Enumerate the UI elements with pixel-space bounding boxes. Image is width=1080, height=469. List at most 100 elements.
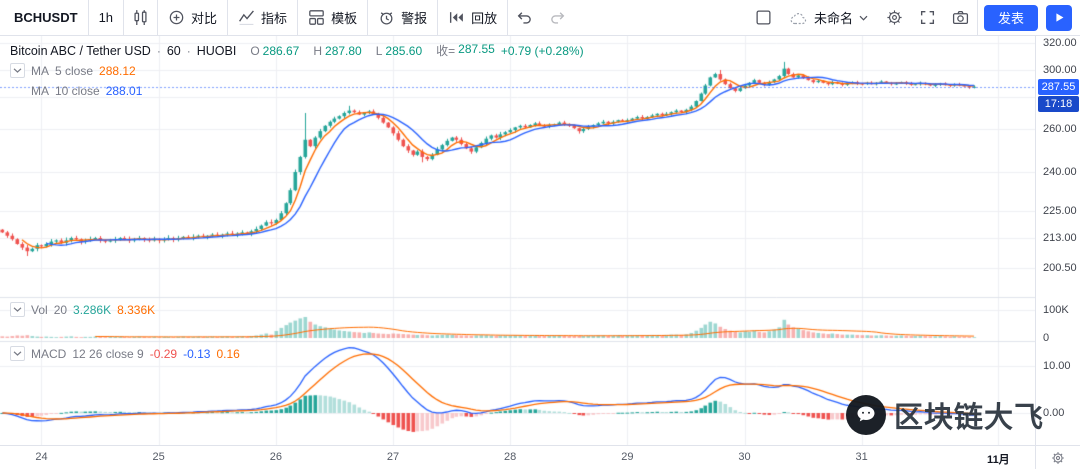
- chart-canvas[interactable]: [0, 36, 1035, 445]
- low-value: 285.60: [385, 43, 423, 58]
- toolbar-separator: [976, 0, 978, 36]
- axis-label: 300.00: [1043, 64, 1077, 76]
- publish-button[interactable]: 发表: [983, 4, 1038, 31]
- separator-dot: ·: [156, 43, 161, 58]
- channel-watermark: 区块链大飞: [846, 394, 1044, 436]
- axis-label: 0: [1043, 332, 1050, 344]
- layout-name-button[interactable]: 未命名: [780, 0, 878, 36]
- watermark-text: 区块链大飞: [894, 402, 1045, 434]
- layout-button[interactable]: [747, 0, 780, 36]
- fullscreen-button[interactable]: [911, 0, 944, 36]
- macd-line-value: -0.13: [183, 346, 211, 361]
- countdown-badge: 17:18: [1038, 95, 1079, 112]
- ohlc-low: L 285.60: [376, 44, 422, 58]
- macd-pane-legend: MACD 12 26 close 9 -0.29 -0.13 0.16: [10, 345, 240, 362]
- snapshot-button[interactable]: [944, 0, 977, 36]
- macd-params: 12 26 close 9: [72, 346, 144, 361]
- toolbar-right-group: 未命名: [747, 0, 1076, 36]
- vol-ma-value: 8.336K: [117, 302, 156, 317]
- interval-label: 1h: [98, 10, 114, 25]
- toolbar-separator: [123, 0, 125, 35]
- axis-label: 240.00: [1043, 166, 1077, 178]
- indicators-label: 指标: [261, 11, 288, 26]
- templates-button[interactable]: 模板: [298, 0, 367, 36]
- ohlc-close: 收= 287.55: [436, 42, 495, 59]
- compare-button[interactable]: 对比: [158, 0, 227, 36]
- time-axis-label: 30: [738, 451, 751, 463]
- ma10-legend-row: MA 10 close 288.01: [10, 82, 584, 99]
- time-axis-label: 25: [152, 451, 165, 463]
- compare-plus-icon: [169, 10, 184, 25]
- toolbar-separator: [87, 0, 89, 35]
- chevron-down-icon: [13, 307, 22, 312]
- separator-dot: ·: [186, 43, 191, 58]
- symbol-button[interactable]: BCHUSDT: [4, 0, 88, 36]
- undo-button[interactable]: [508, 0, 541, 36]
- last-price-badge: 287.55: [1038, 78, 1079, 95]
- wechat-logo-icon: [846, 395, 886, 435]
- alert-clock-icon: [380, 12, 393, 25]
- time-axis-label: 28: [504, 451, 517, 463]
- time-axis-label: 11月: [987, 454, 1010, 466]
- replay-label: 回放: [471, 11, 498, 26]
- scales-settings-corner[interactable]: [1035, 445, 1080, 469]
- collapse-price-pane-button[interactable]: [10, 63, 25, 78]
- layout-square-icon: [756, 10, 771, 25]
- time-axis-label: 27: [386, 451, 400, 463]
- chevron-down-icon: [13, 351, 22, 356]
- axis-label: 213.00: [1043, 232, 1077, 244]
- axis-label: 260.00: [1043, 123, 1077, 135]
- price-pane-legend: Bitcoin ABC / Tether USD · 60 · HUOBI O …: [10, 42, 584, 99]
- toolbar-separator: [227, 0, 229, 35]
- ma5-legend-row: MA 5 close 288.12: [10, 62, 584, 79]
- redo-button[interactable]: [541, 0, 574, 36]
- ma5-params: 5 close: [55, 63, 94, 78]
- gear-icon: [1052, 451, 1064, 464]
- toolbar-separator: [507, 0, 509, 35]
- settings-button[interactable]: [878, 0, 911, 36]
- ohlc-open: O 286.67: [250, 44, 299, 58]
- macd-name: MACD: [31, 346, 67, 361]
- collapse-volume-pane-button[interactable]: [10, 302, 25, 317]
- gear-icon: [887, 10, 902, 25]
- close-value: 287.55: [458, 42, 495, 56]
- time-scale[interactable]: 24 25 26 27 28 29 30 31 11月: [0, 445, 1035, 469]
- time-axis-label: 26: [269, 451, 282, 463]
- macd-legend-row: MACD 12 26 close 9 -0.29 -0.13 0.16: [10, 345, 240, 362]
- ma10-value: 288.01: [105, 83, 143, 98]
- high-value: 287.80: [325, 43, 362, 58]
- axis-label: 0.00: [1043, 407, 1065, 419]
- axis-label: 225.00: [1043, 205, 1077, 217]
- ohlc-high: H 287.80: [313, 44, 361, 58]
- low-key: L: [375, 43, 383, 58]
- indicators-button[interactable]: 指标: [228, 0, 297, 36]
- candles-icon: [134, 10, 147, 25]
- play-button[interactable]: [1046, 4, 1072, 31]
- templates-icon: [309, 10, 324, 25]
- axis-label: 320.00: [1043, 37, 1077, 49]
- ma5-value: 288.12: [99, 63, 136, 78]
- vol-value: 3.286K: [73, 302, 112, 317]
- axis-label: 200.50: [1043, 262, 1077, 274]
- ma10-params: 10 close: [55, 83, 100, 98]
- axis-label: 100K: [1043, 304, 1069, 316]
- replay-icon: [450, 12, 463, 23]
- resolution-label: 60: [166, 43, 181, 58]
- undo-icon: [517, 12, 531, 24]
- vol-name: Vol: [31, 302, 48, 317]
- chart-style-button[interactable]: [124, 0, 157, 36]
- price-scale[interactable]: 287.55 17:18 320.00 300.00 260.00 240.00 225…: [1035, 36, 1080, 445]
- symbol-label: BCHUSDT: [14, 10, 78, 25]
- time-axis-label: 29: [621, 451, 634, 463]
- time-axis-label: 24: [35, 451, 48, 463]
- templates-label: 模板: [331, 11, 358, 26]
- alerts-button[interactable]: 警报: [368, 0, 437, 36]
- collapse-macd-pane-button[interactable]: [10, 346, 25, 361]
- open-value: 286.67: [262, 43, 300, 58]
- publish-label: 发表: [997, 11, 1024, 26]
- fullscreen-icon: [920, 10, 935, 25]
- cloud-icon: [790, 12, 807, 24]
- replay-button[interactable]: 回放: [438, 0, 507, 36]
- interval-button[interactable]: 1h: [89, 0, 123, 36]
